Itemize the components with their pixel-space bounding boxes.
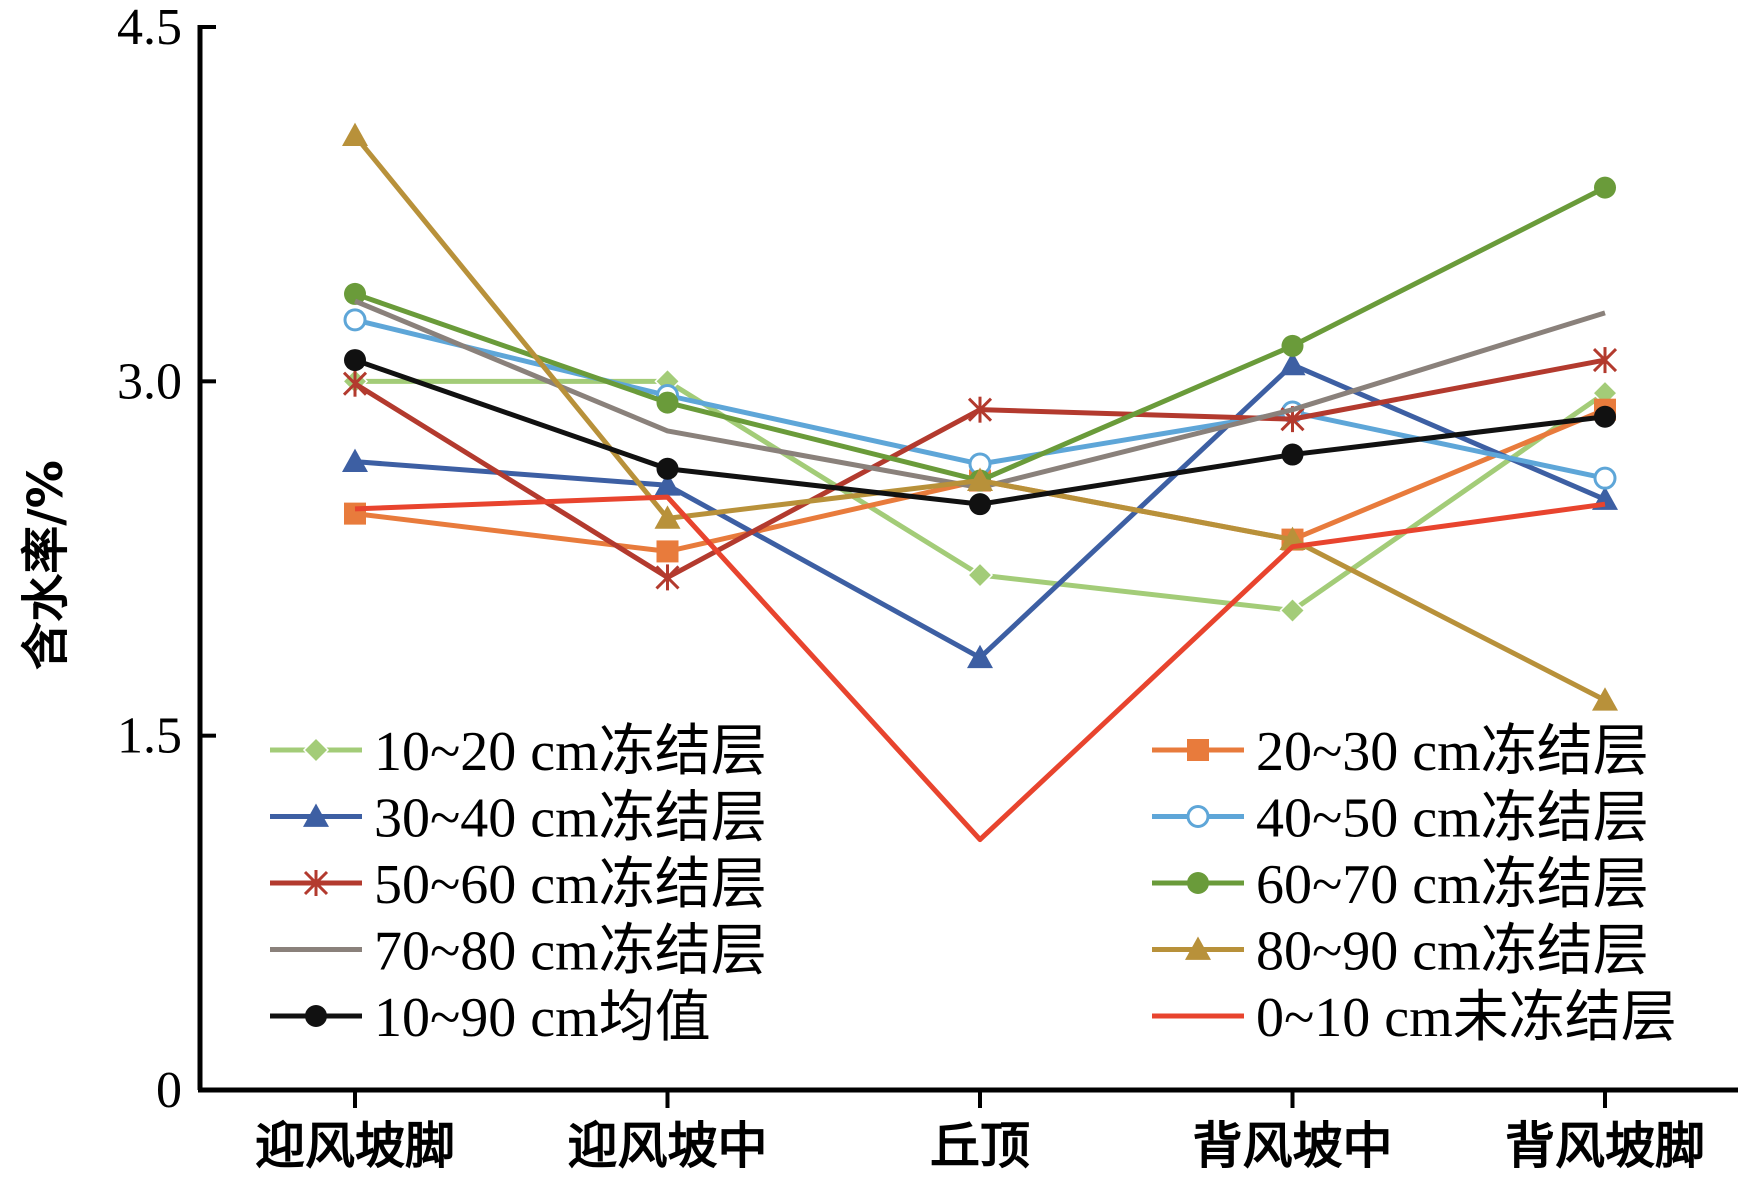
- legend-label: 80~90 cm冻结层: [1256, 921, 1649, 983]
- legend-item: 10~20 cm冻结层: [270, 721, 767, 783]
- y-tick-label: 1.5: [117, 708, 182, 765]
- x-tick-label: 迎风坡中: [568, 1117, 768, 1175]
- axes: 0 1.5 3.0 4.5 迎风坡脚 迎风坡中 丘顶 背风坡中 背风坡脚 含水率/%: [18, 0, 1738, 1175]
- data-point: [967, 467, 993, 491]
- data-point: [1594, 405, 1616, 428]
- data-point: [1281, 443, 1304, 466]
- data-point: [342, 448, 368, 473]
- legend-label: 60~70 cm冻结层: [1256, 854, 1649, 916]
- legend-label: 30~40 cm冻结层: [374, 788, 767, 850]
- series-6: [344, 176, 1616, 492]
- y-axis-label: 含水率/%: [18, 460, 74, 670]
- data-point: [343, 308, 367, 332]
- data-point: [654, 472, 681, 496]
- data-point: [966, 561, 994, 589]
- data-point: [344, 282, 366, 305]
- legend-label: 20~30 cm冻结层: [1256, 721, 1649, 783]
- x-tick-label: 丘顶: [930, 1117, 1030, 1175]
- data-point: [967, 396, 993, 423]
- legend-label: 70~80 cm冻结层: [374, 921, 767, 983]
- series-10: [354, 494, 1606, 843]
- legend-marker: [1186, 805, 1210, 828]
- legend-marker: [305, 1005, 327, 1027]
- legend-label: 10~90 cm均值: [374, 987, 711, 1049]
- legend-label: 10~20 cm冻结层: [374, 721, 767, 783]
- legend-label: 0~10 cm未冻结层: [1256, 987, 1677, 1049]
- data-point: [654, 505, 681, 529]
- y-tick-label: 4.5: [117, 0, 182, 56]
- series-9: [344, 349, 1616, 516]
- legend-item: 80~90 cm冻结层: [1152, 921, 1649, 983]
- legend-item: 70~80 cm冻结层: [270, 921, 767, 983]
- data-point: [1592, 687, 1618, 711]
- data-point: [342, 370, 368, 397]
- legend-marker: [1185, 936, 1211, 960]
- data-point: [656, 457, 679, 480]
- legend-marker: [1187, 872, 1209, 894]
- legend-item: 0~10 cm未冻结层: [1152, 987, 1677, 1049]
- legend-label: 40~50 cm冻结层: [1256, 788, 1649, 850]
- legend-item: 30~40 cm冻结层: [270, 788, 767, 850]
- series-8: [342, 122, 1618, 711]
- data-point: [969, 493, 991, 516]
- legend-marker: [1187, 739, 1209, 761]
- legend: 10~20 cm冻结层 20~30 cm冻结层 30~40 cm冻结层 40~50 c…: [270, 721, 1677, 1049]
- data-point: [342, 122, 368, 147]
- data-point: [655, 564, 680, 591]
- data-point: [1281, 334, 1304, 357]
- data-point: [967, 644, 993, 669]
- legend-item: 50~60 cm冻结层: [270, 854, 767, 916]
- x-tick-label: 背风坡中: [1193, 1117, 1393, 1175]
- legend-marker: [303, 870, 329, 896]
- data-point: [344, 349, 366, 372]
- plot-area: [341, 122, 1619, 843]
- data-point: [656, 391, 679, 414]
- legend-item: 20~30 cm冻结层: [1152, 721, 1649, 783]
- data-point: [1279, 351, 1306, 376]
- data-point: [656, 540, 679, 563]
- data-point: [1279, 597, 1306, 624]
- data-point: [1592, 347, 1618, 374]
- data-point: [344, 502, 366, 525]
- legend-item: 60~70 cm冻结层: [1152, 854, 1649, 916]
- x-tick-label: 背风坡脚: [1505, 1117, 1705, 1175]
- legend-marker: [303, 803, 329, 827]
- legend-label: 50~60 cm冻结层: [374, 854, 767, 916]
- x-tick-label: 迎风坡脚: [255, 1117, 455, 1175]
- legend-item: 40~50 cm冻结层: [1152, 788, 1649, 850]
- legend-item: 10~90 cm均值: [270, 987, 711, 1049]
- data-point: [1593, 466, 1617, 490]
- y-tick-label: 3.0: [117, 353, 182, 410]
- series-5: [342, 347, 1618, 591]
- y-tick-label: 0: [156, 1062, 182, 1119]
- data-point: [1594, 176, 1616, 199]
- series-line: [354, 494, 1606, 843]
- legend-marker: [302, 736, 330, 764]
